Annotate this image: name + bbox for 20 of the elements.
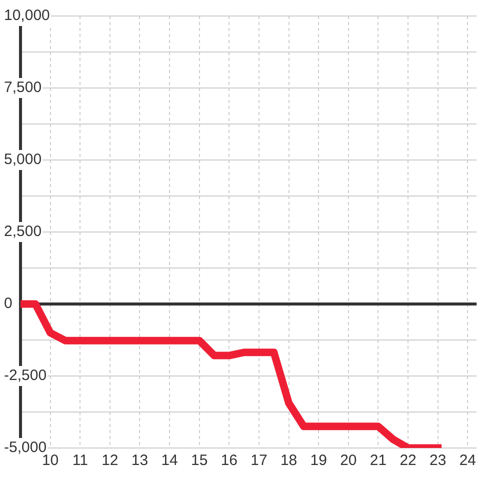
y-tick-label: 7,500 <box>4 79 42 96</box>
y-tick-label: 10,000 <box>4 7 50 24</box>
x-tick-label: 12 <box>102 452 118 470</box>
x-tick-label: 13 <box>131 452 148 470</box>
x-tick-label: 24 <box>459 452 476 470</box>
x-tick-label: 20 <box>340 452 357 470</box>
x-tick-label: 22 <box>400 452 416 470</box>
x-tick-label: 18 <box>280 452 298 470</box>
x-tick-label: 15 <box>191 452 208 470</box>
x-tick-label: 17 <box>250 452 268 470</box>
y-tick-label: 0 <box>4 295 12 312</box>
y-tick-label: 2,500 <box>4 223 42 240</box>
y-tick-label: -2,500 <box>4 367 47 384</box>
x-tick-label: 23 <box>430 452 446 470</box>
x-tick-label: 21 <box>370 452 387 470</box>
x-tick-label: 14 <box>161 452 178 470</box>
x-tick-label: 19 <box>310 452 327 470</box>
x-tick-label: 11 <box>72 452 88 470</box>
y-tick-label: 5,000 <box>4 151 42 168</box>
x-tick-label: 16 <box>220 452 238 470</box>
